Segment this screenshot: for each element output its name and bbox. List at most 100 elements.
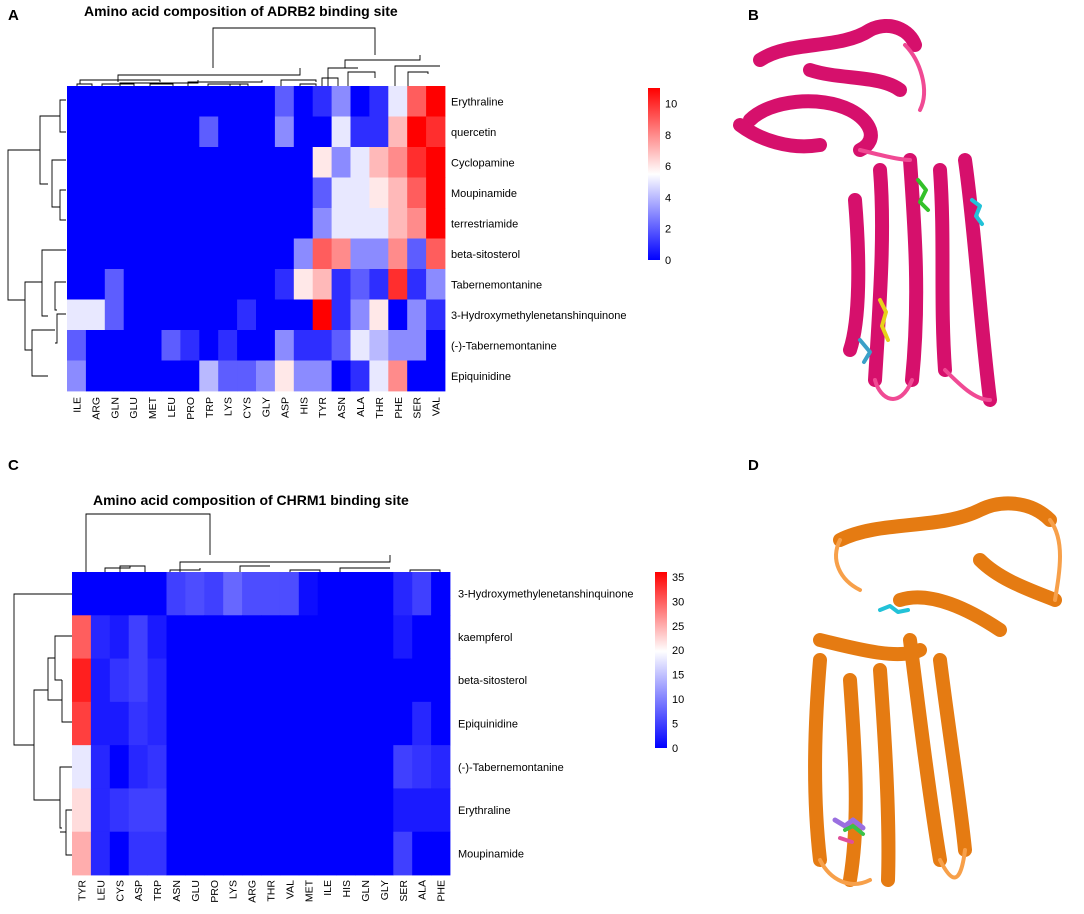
row-label: Epiquinidine [451, 371, 511, 383]
colorbar-tick-label: 2 [665, 224, 671, 236]
heatmap-cell [123, 208, 143, 239]
heatmap-cell [331, 360, 351, 392]
heatmap-cell [166, 788, 186, 833]
heatmap-cell [407, 86, 427, 117]
heatmap-cell [407, 299, 427, 331]
heatmap-cell [350, 299, 370, 331]
heatmap-cell [336, 701, 356, 746]
heatmap-c-cells [72, 572, 451, 876]
heatmap-cell [388, 116, 408, 148]
heatmap-cell [90, 831, 111, 876]
loop-b-1 [903, 43, 926, 112]
heatmap-cell [109, 701, 130, 746]
row-label: 3-Hydroxymethylenetanshinquinone [458, 589, 634, 601]
heatmap-cell [67, 360, 87, 392]
heatmap-cell [312, 238, 332, 270]
heatmap-cell [256, 177, 276, 209]
heatmap-cell [261, 745, 281, 789]
column-label: ALA [355, 397, 367, 417]
heatmap-cell [298, 572, 319, 616]
heatmap-cell [242, 831, 262, 876]
heatmap-cell [185, 701, 205, 746]
heatmap-cell [312, 208, 332, 239]
heatmap-cell [242, 615, 262, 659]
heatmap-cell [431, 701, 451, 746]
heatmap-cell [355, 572, 375, 616]
heatmap-cell [331, 269, 351, 300]
heatmap-cell [261, 658, 281, 703]
heatmap-cell [204, 701, 224, 746]
heatmap-cell [123, 269, 143, 300]
heatmap-cell [204, 572, 224, 616]
heatmap-cell [293, 86, 314, 117]
helix-b-8 [958, 153, 997, 407]
heatmap-cell [274, 330, 295, 361]
row-label: beta-sitosterol [458, 675, 527, 687]
heatmap-cell [393, 745, 413, 789]
heatmap-cell [185, 572, 205, 616]
column-label: VAL [284, 880, 296, 899]
heatmap-cell [388, 86, 408, 117]
heatmap-a-colorbar-ticks: 0 2 4 6 8 10 [665, 99, 677, 267]
heatmap-cell [218, 177, 238, 209]
heatmap-cell [374, 572, 394, 616]
heatmap-cell [279, 615, 300, 659]
heatmap-cell [426, 147, 446, 178]
heatmap-cell [123, 299, 143, 331]
heatmap-cell [312, 269, 332, 300]
heatmap-cell [147, 831, 167, 876]
column-label: LYS [228, 880, 240, 899]
heatmap-cell [237, 208, 257, 239]
heatmap-cell [279, 658, 300, 703]
heatmap-cell [279, 788, 300, 833]
heatmap-cell [199, 299, 219, 331]
column-label: ASP [133, 880, 145, 901]
heatmap-cell [242, 658, 262, 703]
heatmap-cell [128, 788, 148, 833]
heatmap-cell [312, 330, 332, 361]
heatmap-cell [128, 615, 148, 659]
column-label: PRO [185, 397, 197, 420]
heatmap-cell [312, 147, 332, 178]
heatmap-cell [237, 147, 257, 178]
heatmap-cell [374, 658, 394, 703]
heatmap-c-dendrograms [13, 513, 441, 856]
heatmap-cell [274, 269, 295, 300]
heatmap-cell [388, 177, 408, 209]
heatmap-cell [336, 831, 356, 876]
heatmap-cell [298, 701, 319, 746]
helix-d-5 [808, 653, 827, 867]
heatmap-cell [90, 572, 111, 616]
heatmap-cell [279, 572, 300, 616]
heatmap-cell [407, 330, 427, 361]
column-label: ALA [417, 880, 429, 900]
heatmap-cell [67, 147, 87, 178]
heatmap-cell [350, 360, 370, 392]
heatmap-cell [336, 658, 356, 703]
heatmap-cell [223, 701, 243, 746]
heatmap-c-colorbar-ticks: 0 5 10 15 20 25 30 35 [672, 572, 684, 755]
column-label: ASP [279, 397, 291, 418]
heatmap-cell [426, 177, 446, 209]
heatmap-cell [161, 177, 181, 209]
heatmap-cell [218, 269, 238, 300]
heatmap-cell [426, 116, 446, 148]
heatmap-cell [426, 86, 446, 117]
heatmap-cell [331, 116, 351, 148]
protein-structure-d [808, 496, 1062, 887]
column-label: THR [374, 397, 386, 419]
heatmap-cell [355, 658, 375, 703]
heatmap-cell [350, 86, 370, 117]
heatmap-cell [242, 788, 262, 833]
heatmap-cell [317, 745, 337, 789]
heatmap-cell [72, 615, 92, 659]
heatmap-cell [369, 116, 389, 148]
heatmap-cell [317, 572, 337, 616]
heatmap-c-column-labels: TYR LEU CYS ASP TRP ASN GLU PRO LYS ARG THR VAL MET I… [76, 879, 447, 902]
heatmap-cell [237, 299, 257, 331]
heatmap-c: Amino acid composition of CHRM1 binding … [13, 492, 684, 903]
heatmap-cell [90, 658, 111, 703]
heatmap-cell [85, 360, 106, 392]
heatmap-cell [388, 330, 408, 361]
heatmap-cell [180, 177, 200, 209]
